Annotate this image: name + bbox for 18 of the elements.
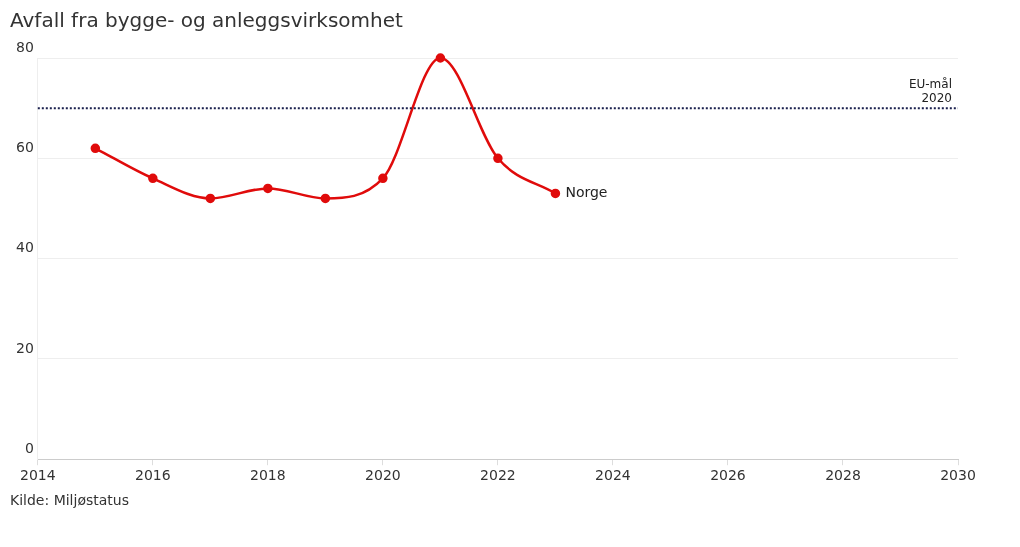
chart-title: Avfall fra bygge- og anleggsvirksomhet	[10, 8, 404, 32]
y-tick-label: 80	[15, 38, 34, 55]
x-tick-label: 2026	[710, 467, 746, 484]
x-tick-label: 2022	[480, 467, 516, 484]
x-tick-label: 2020	[365, 467, 401, 484]
x-tick-label: 2018	[250, 467, 286, 484]
y-tick-label: 40	[15, 239, 34, 256]
ref-line-label: EU-mål 2020	[908, 77, 952, 106]
text: Kilde: Miljøstatus	[10, 492, 130, 508]
x-tick-label: 2030	[940, 467, 976, 484]
x-tick-label: 2016	[135, 467, 171, 484]
x-tick-label: 2024	[595, 467, 631, 484]
y-tick-label: 0	[24, 439, 34, 456]
y-tick-label: 60	[15, 138, 34, 155]
y-tick-label: 20	[15, 339, 34, 356]
series-label: Norge	[565, 184, 608, 201]
x-tick-label: 2028	[825, 467, 861, 484]
x-tick-label: 2014	[19, 467, 56, 484]
